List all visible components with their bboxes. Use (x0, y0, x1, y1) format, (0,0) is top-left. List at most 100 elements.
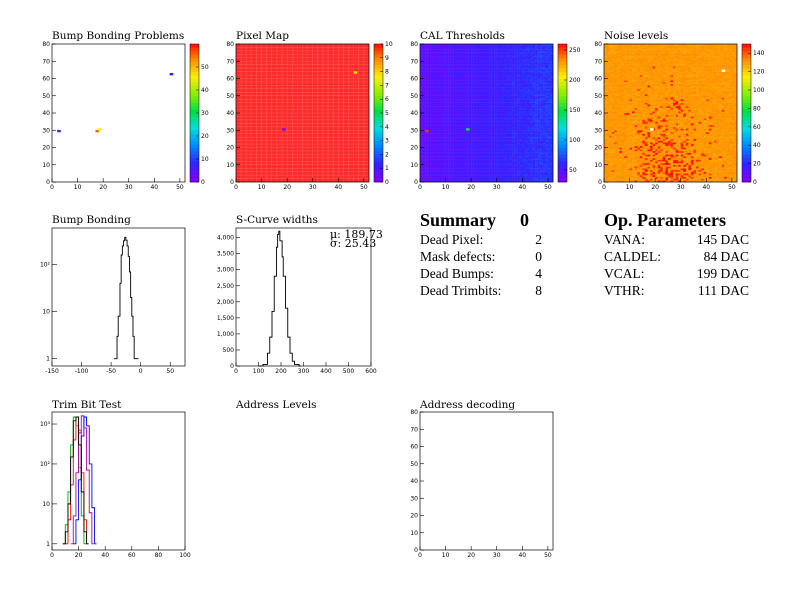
cal_thresholds-cell (496, 90, 500, 93)
cal_thresholds-cell (422, 168, 426, 171)
cal_thresholds-cell (522, 116, 526, 119)
cal_thresholds-cell (466, 145, 469, 148)
cal_thresholds-cell (481, 75, 485, 77)
cal_thresholds-cell (443, 100, 446, 103)
cal_thresholds-cell (496, 121, 500, 124)
bump_problems-colorbar-seg (190, 154, 199, 159)
cal_thresholds-cell (448, 156, 451, 159)
cal_thresholds-cell (425, 164, 428, 167)
noise_levels-cell (616, 56, 620, 58)
cal_thresholds-cell (486, 128, 490, 131)
cal_thresholds-cell (486, 69, 490, 72)
cal_thresholds-cell (532, 64, 536, 67)
cal_thresholds-cell (455, 161, 459, 164)
cal_thresholds-cell (514, 161, 518, 164)
cal_thresholds-cell (535, 97, 538, 100)
cal_thresholds-cell (486, 119, 490, 122)
cal_thresholds-cell (435, 121, 439, 124)
cal_thresholds-cell (478, 50, 482, 53)
cal_thresholds-cell (476, 142, 480, 145)
cal_thresholds-cell (519, 131, 523, 134)
cal_thresholds-cell (448, 87, 451, 90)
cal_thresholds-cell (420, 171, 423, 174)
cal_thresholds-cell (466, 142, 469, 145)
cal_thresholds-cell (432, 78, 436, 81)
cal_thresholds-cell (542, 138, 546, 141)
cal_thresholds-cell (478, 109, 482, 112)
cal_thresholds-cell (542, 99, 546, 102)
cal_thresholds-cell (460, 119, 464, 122)
cal_thresholds-cell (473, 114, 477, 117)
cal_thresholds-cell (427, 81, 431, 84)
cal_thresholds-cell (478, 161, 482, 164)
cal_thresholds-cell (499, 130, 503, 133)
cal_thresholds-cell (532, 87, 536, 90)
cal_thresholds-cell (537, 173, 541, 176)
noise_levels-cell (611, 107, 615, 110)
cal_thresholds-cell (509, 150, 513, 153)
cal_thresholds-cell (509, 123, 513, 126)
cal_thresholds-cell (499, 92, 503, 95)
cal_thresholds-cell (524, 102, 528, 105)
noise_levels-cell (616, 123, 620, 126)
cal_thresholds-cell (517, 57, 520, 60)
cal_thresholds-cell (437, 154, 441, 157)
cal_thresholds-cell (540, 61, 543, 64)
noise_levels-cell (604, 76, 607, 79)
cal_thresholds-cell (420, 176, 423, 179)
cal_thresholds-cell (427, 157, 431, 160)
cal_thresholds-cell (517, 147, 520, 150)
cal_thresholds-cell (448, 104, 451, 107)
bump_problems-ztick-label: 20 (201, 133, 209, 140)
cal_thresholds-colorbar-seg (558, 137, 567, 141)
cal_thresholds-cell (476, 81, 480, 84)
cal_thresholds-cell (527, 111, 531, 114)
cal_thresholds-cell (455, 171, 459, 174)
cal_thresholds-cell (478, 90, 482, 93)
bump_problems-ztick-label: 40 (201, 87, 209, 94)
cal_thresholds-cell (437, 81, 441, 84)
cal_thresholds-cell (455, 150, 459, 153)
cal_thresholds-cell (481, 142, 485, 145)
cal_thresholds-cell (550, 161, 554, 164)
cal_thresholds-cell (445, 107, 449, 110)
cal_thresholds-cell (532, 154, 536, 157)
noise_levels-cell (606, 73, 610, 76)
cal_thresholds-cell (537, 57, 541, 60)
noise_levels-cell (614, 71, 617, 74)
cal_thresholds-cell (512, 154, 515, 157)
cal_thresholds-cell (547, 128, 551, 131)
cal_thresholds-cell (540, 44, 543, 46)
cal_thresholds-cell (542, 113, 546, 115)
cal_thresholds-cell (445, 61, 449, 64)
cal_thresholds-cell (450, 64, 454, 67)
cal_thresholds-cell (430, 94, 433, 96)
noise_levels-cell (609, 107, 612, 110)
cal_thresholds-cell (430, 81, 433, 84)
noise_levels-cell (609, 87, 612, 90)
cal_thresholds-cell (489, 175, 492, 178)
cal_thresholds-cell (522, 164, 526, 167)
cal_thresholds-cell (532, 47, 536, 50)
cal_thresholds-cell (524, 52, 528, 55)
cal_thresholds-cell (473, 78, 477, 81)
cal_thresholds-cell (481, 106, 485, 109)
cal_thresholds-cell (509, 178, 513, 181)
cal_thresholds-cell (547, 52, 551, 55)
cal_thresholds-cell (501, 56, 505, 58)
cal_thresholds-cell (529, 59, 533, 62)
cal_thresholds-cell (547, 121, 551, 124)
cal_thresholds-cell (437, 49, 441, 52)
cal_thresholds-cell (537, 99, 541, 102)
cal_thresholds-cell (486, 85, 490, 88)
cal_thresholds-cell (420, 119, 423, 122)
cal_thresholds-cell (501, 111, 505, 114)
cal_thresholds-cell (437, 161, 441, 164)
cal_thresholds-cell (491, 121, 495, 124)
cal_thresholds-cell (494, 71, 497, 74)
cal_thresholds-cell (540, 71, 543, 74)
cal_thresholds-cell (550, 52, 554, 55)
cal_thresholds-cell (499, 147, 503, 150)
cal_thresholds-cell (463, 47, 467, 50)
noise_levels-cell (611, 131, 615, 134)
